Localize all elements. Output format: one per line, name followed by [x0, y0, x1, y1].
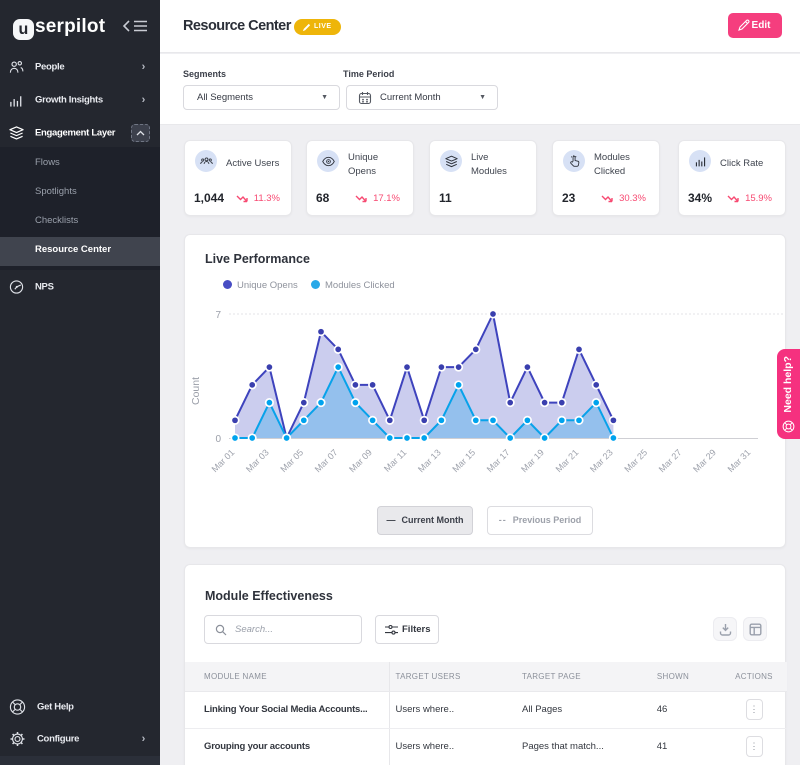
svg-text:Mar 13: Mar 13 — [416, 447, 443, 474]
svg-text:Mar 31: Mar 31 — [726, 447, 753, 474]
svg-text:Mar 01: Mar 01 — [210, 447, 237, 474]
svg-text:Mar 29: Mar 29 — [691, 447, 718, 474]
svg-text:Mar 09: Mar 09 — [347, 447, 374, 474]
svg-text:Mar 15: Mar 15 — [450, 447, 477, 474]
svg-text:Mar 25: Mar 25 — [622, 447, 649, 474]
svg-text:Mar 03: Mar 03 — [244, 447, 271, 474]
svg-text:Mar 05: Mar 05 — [278, 447, 305, 474]
svg-text:Mar 07: Mar 07 — [313, 447, 340, 474]
svg-text:Count: Count — [190, 377, 202, 405]
svg-text:Mar 23: Mar 23 — [588, 447, 615, 474]
svg-text:Mar 11: Mar 11 — [382, 447, 408, 473]
svg-text:Mar 19: Mar 19 — [519, 447, 546, 474]
svg-text:Mar 21: Mar 21 — [554, 447, 581, 474]
svg-text:7: 7 — [215, 310, 221, 321]
svg-text:Mar 17: Mar 17 — [485, 447, 512, 474]
svg-text:0: 0 — [215, 434, 221, 445]
svg-text:Mar 27: Mar 27 — [657, 447, 684, 474]
